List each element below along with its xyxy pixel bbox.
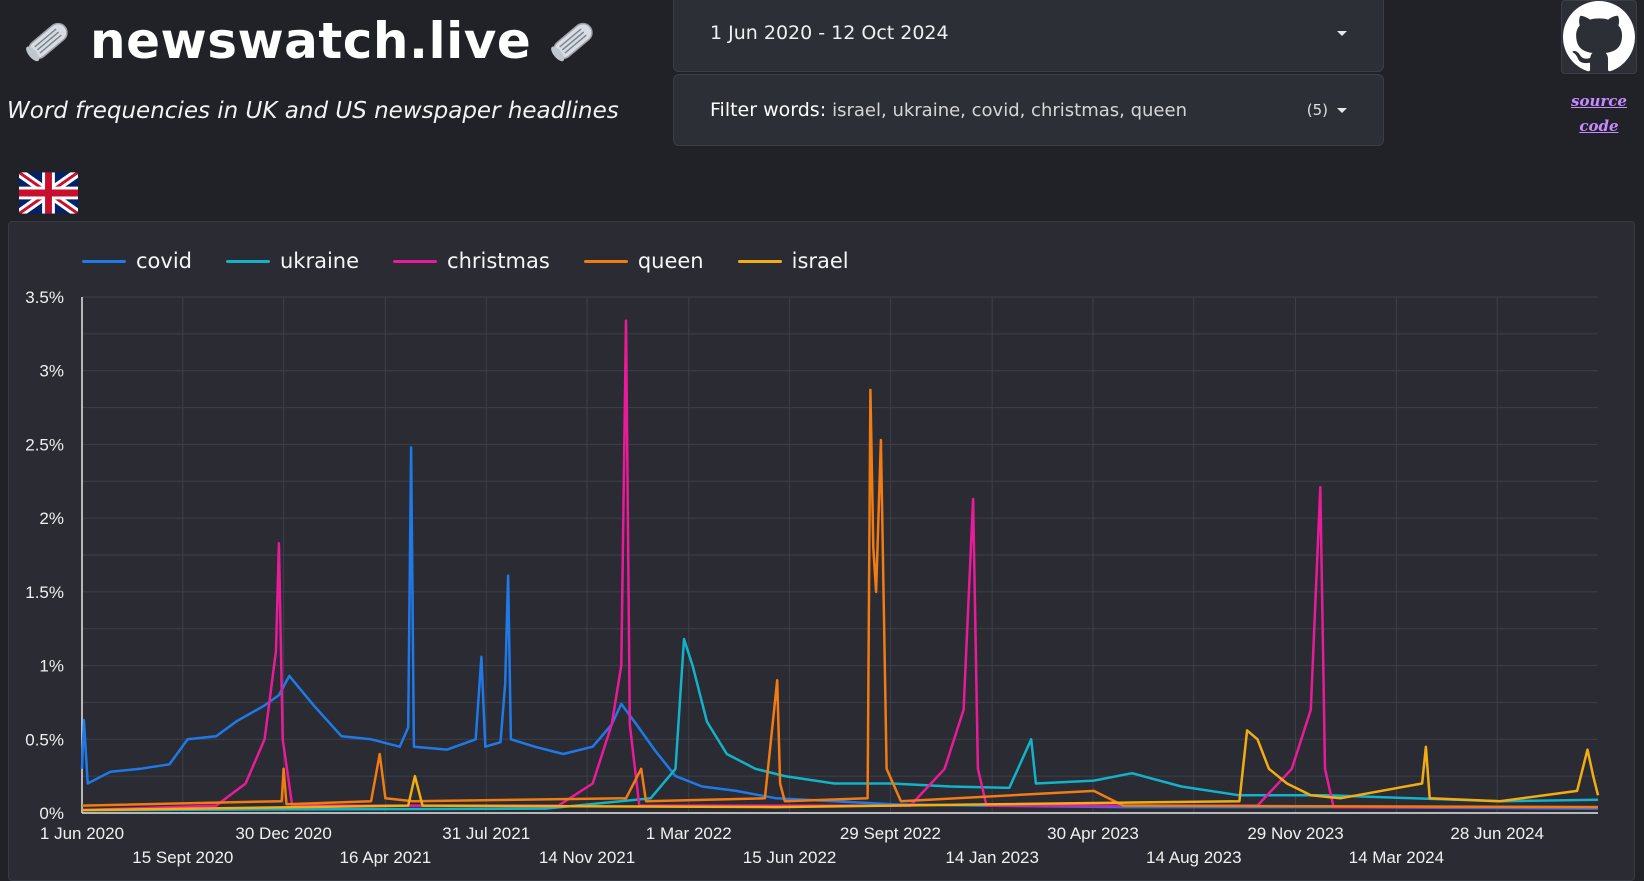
- uk-flag-icon: [19, 172, 78, 214]
- x-tick-label: 1 Mar 2022: [646, 824, 732, 843]
- y-tick-label: 0%: [39, 804, 64, 823]
- x-tick-label: 15 Sept 2020: [132, 848, 233, 867]
- series-line-covid: [80, 446, 1599, 810]
- filter-words-label: Filter words:: [710, 99, 827, 121]
- source-code-link-line1: source: [1571, 92, 1627, 110]
- legend-item-ukraine[interactable]: ukraine: [226, 249, 359, 273]
- caret-down-icon: [1337, 30, 1347, 36]
- chart-legend: covid ukraine christmas queen israel: [82, 249, 849, 273]
- y-tick-label: 2%: [39, 509, 64, 528]
- series-line-ukraine: [81, 637, 1599, 812]
- github-icon: [1563, 1, 1635, 72]
- x-tick-label: 14 Jan 2023: [945, 848, 1039, 867]
- y-tick-label: 3%: [39, 362, 64, 381]
- legend-item-covid[interactable]: covid: [82, 249, 192, 273]
- x-tick-label: 28 Jun 2024: [1450, 824, 1544, 843]
- legend-label: queen: [637, 249, 704, 273]
- source-code-link[interactable]: source code: [1560, 89, 1638, 139]
- x-tick-label: 30 Apr 2023: [1047, 824, 1139, 843]
- x-tick-label: 1 Jun 2020: [40, 824, 124, 843]
- x-tick-label: 30 Dec 2020: [235, 824, 331, 843]
- filter-words-count: (5): [1306, 101, 1328, 119]
- legend-item-christmas[interactable]: christmas: [393, 249, 550, 273]
- app-subtitle: Word frequencies in UK and US newspaper …: [7, 98, 619, 124]
- app-title-text: newswatch.live: [90, 12, 532, 70]
- legend-swatch: [393, 259, 438, 263]
- legend-label: israel: [791, 249, 849, 273]
- legend-item-israel[interactable]: israel: [737, 249, 849, 273]
- y-tick-label: 1.5%: [25, 583, 64, 602]
- legend-item-queen[interactable]: queen: [583, 249, 704, 273]
- x-tick-label: 14 Mar 2024: [1349, 848, 1444, 867]
- y-tick-label: 3.5%: [25, 288, 64, 307]
- legend-label: ukraine: [280, 249, 360, 273]
- x-tick-label: 29 Sept 2022: [840, 824, 941, 843]
- y-tick-label: 0.5%: [25, 730, 64, 749]
- legend-label: christmas: [447, 249, 550, 273]
- legend-swatch: [737, 259, 782, 263]
- caret-down-icon: [1337, 107, 1347, 113]
- series-line-christmas: [81, 319, 1598, 812]
- rolled-newspaper-icon: [26, 22, 68, 62]
- legend-swatch: [226, 259, 270, 263]
- x-tick-label: 15 Jun 2022: [743, 848, 837, 867]
- legend-swatch: [82, 259, 126, 263]
- legend-label: covid: [136, 249, 192, 273]
- x-tick-label: 16 Apr 2021: [340, 848, 432, 867]
- filter-words-select[interactable]: Filter words: israel, ukraine, covid, ch…: [673, 74, 1384, 146]
- x-tick-label: 14 Aug 2023: [1146, 848, 1241, 867]
- y-tick-label: 2.5%: [25, 435, 64, 454]
- x-tick-label: 14 Nov 2021: [539, 848, 635, 867]
- app-title: newswatch.live: [20, 6, 601, 76]
- github-link[interactable]: [1561, 0, 1637, 74]
- date-range-value: 1 Jun 2020 - 12 Oct 2024: [710, 22, 949, 44]
- filter-words-values: israel, ukraine, covid, christmas, queen: [832, 99, 1187, 121]
- date-range-select[interactable]: 1 Jun 2020 - 12 Oct 2024: [673, 0, 1384, 72]
- series-line-queen: [81, 388, 1599, 809]
- series-line-israel: [81, 729, 1600, 812]
- rolled-newspaper-icon: [551, 22, 594, 62]
- y-tick-label: 1%: [39, 657, 64, 676]
- legend-swatch: [583, 259, 628, 263]
- source-code-link-line2: code: [1579, 117, 1619, 135]
- x-tick-label: 31 Jul 2021: [442, 824, 530, 843]
- x-tick-label: 29 Nov 2023: [1247, 824, 1343, 843]
